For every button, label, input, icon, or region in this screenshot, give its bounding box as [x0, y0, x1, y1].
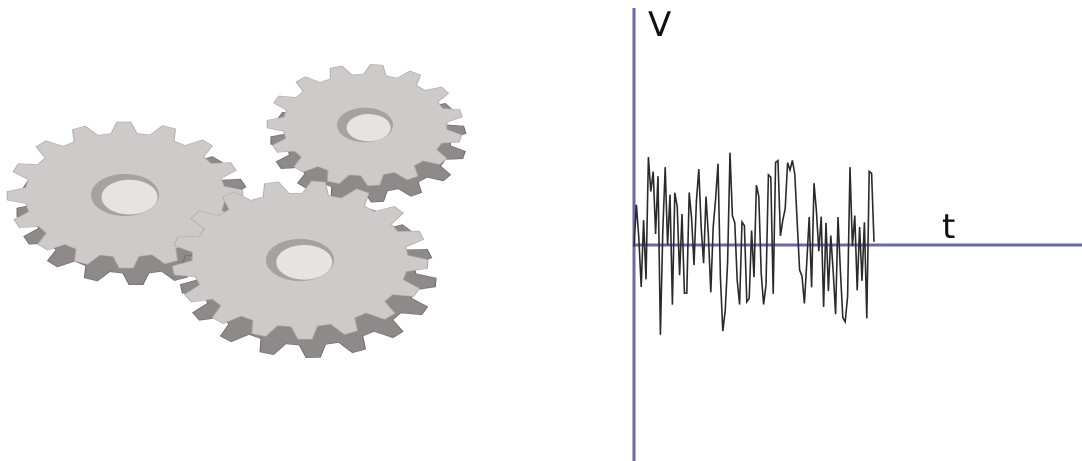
gear-icon: [6, 121, 254, 286]
gear-icon: [171, 180, 437, 358]
gear-icon: [266, 63, 467, 203]
signal-plot: V t: [632, 5, 1082, 461]
x-axis-label: t: [942, 207, 955, 247]
noise-signal-line: [633, 152, 875, 335]
gears-illustration: [6, 63, 467, 358]
y-axis-label: V: [648, 5, 671, 45]
